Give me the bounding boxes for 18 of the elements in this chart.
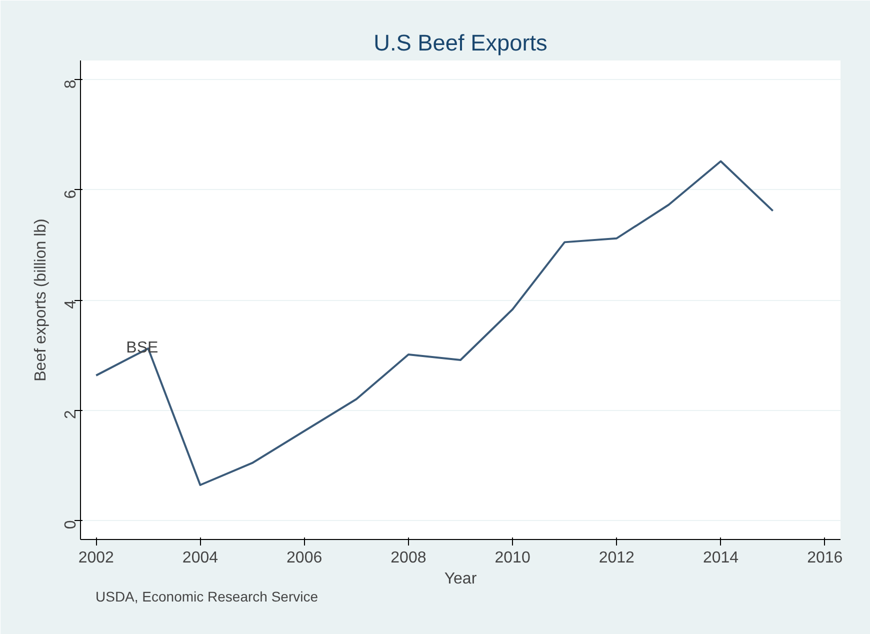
y-tick-label: 0	[62, 520, 80, 530]
x-tick-label: 2006	[286, 550, 322, 566]
y-tick-label: 6	[62, 190, 80, 199]
x-tick-label: 2014	[702, 550, 739, 566]
y-axis-title: Beef exports (billion lb)	[32, 218, 50, 382]
y-tick-label: 8	[62, 80, 80, 89]
x-tick-label: 2016	[807, 550, 843, 566]
x-tick-label: 2008	[390, 550, 426, 566]
annotation: BSE	[126, 339, 158, 356]
y-tick-label: 4	[62, 300, 80, 309]
x-tick-label: 2004	[182, 550, 218, 566]
text: USDA, Economic Research Service	[96, 588, 318, 604]
x-tick-label: 2002	[78, 550, 114, 566]
x-tick-label: 2010	[494, 550, 530, 566]
chart-title: U.S Beef Exports	[374, 30, 548, 56]
x-axis-title: Year	[444, 570, 478, 588]
x-tick-label: 2012	[598, 550, 635, 566]
y-tick-label: 2	[62, 410, 80, 420]
